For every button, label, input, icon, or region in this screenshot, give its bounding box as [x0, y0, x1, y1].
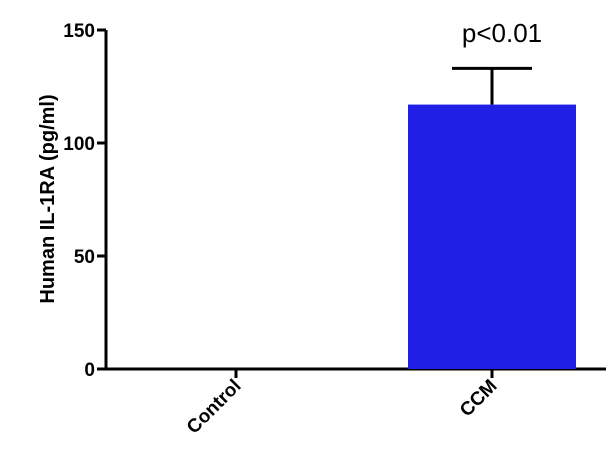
- y-tick-label: 150: [63, 21, 95, 42]
- x-tick-label: Control: [183, 376, 246, 439]
- y-tick-label: 0: [84, 360, 95, 381]
- bar: [408, 104, 576, 369]
- x-tick-label: CCM: [456, 376, 501, 421]
- y-ticks: 0 50 100 150: [63, 21, 106, 381]
- significance-annotation: p<0.01: [462, 18, 542, 48]
- x-tick-labels: Control CCM: [183, 376, 502, 439]
- y-tick-label: 50: [74, 247, 95, 268]
- bars: [234, 66, 576, 378]
- y-tick-label: 100: [63, 134, 95, 155]
- y-axis-label: Human IL-1RA (pg/ml): [37, 94, 59, 303]
